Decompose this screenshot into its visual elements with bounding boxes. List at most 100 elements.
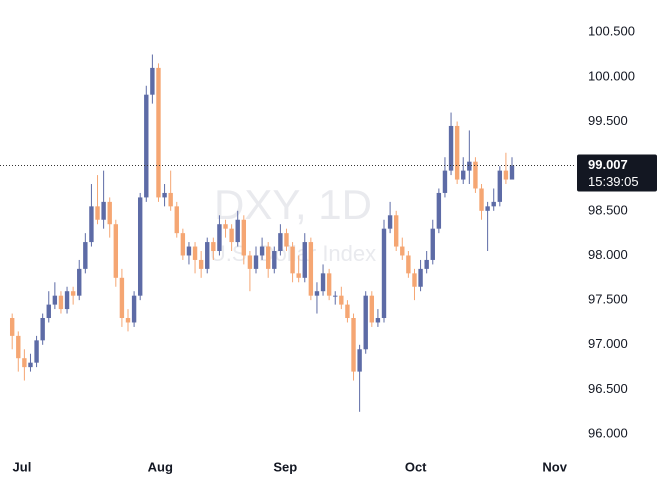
watermark-symbol: DXY, 1D (214, 181, 372, 228)
candle-body (503, 170, 509, 180)
candle-body (241, 219, 247, 256)
candle-body (235, 219, 240, 243)
candle-body (467, 161, 472, 171)
candle-body (339, 295, 344, 305)
y-tick-label: 100.500 (588, 24, 635, 39)
last-price-label: 99.007 (588, 157, 628, 172)
candle-body (150, 67, 155, 95)
candle-body (430, 228, 435, 260)
candle-body (326, 273, 332, 296)
candle-body (192, 246, 198, 260)
candle-body (247, 255, 253, 269)
y-tick-label: 96.500 (588, 381, 628, 396)
candle-body (406, 255, 411, 274)
x-tick-label: Aug (148, 459, 173, 474)
candle-body (137, 197, 143, 296)
candle-body (162, 192, 167, 198)
candle-body (314, 291, 320, 296)
y-tick-label: 100.000 (588, 68, 635, 83)
candle-body (70, 291, 76, 296)
candle-body (381, 228, 387, 319)
candle-body (174, 206, 179, 234)
countdown-label: 15:39:05 (588, 174, 639, 189)
candle-body (34, 340, 39, 363)
x-tick-label: Sep (273, 459, 297, 474)
candle-body (259, 246, 265, 256)
candle-body (400, 246, 405, 256)
candle-body (497, 170, 503, 202)
candle-body (22, 358, 27, 368)
x-tick-label: Jul (13, 459, 32, 474)
candle-body (454, 125, 460, 180)
candle-body (156, 67, 161, 198)
candle-body (333, 295, 338, 297)
candle-body (107, 201, 112, 225)
candle-body (278, 233, 283, 252)
candle-body (186, 246, 192, 256)
candle-body (83, 242, 88, 269)
y-tick-label: 98.000 (588, 247, 628, 262)
candle-body (284, 233, 289, 247)
candle-body (387, 215, 393, 229)
y-tick-label: 99.500 (588, 113, 628, 128)
candle-body (89, 206, 94, 243)
candle-body (101, 201, 106, 220)
candle-body (217, 224, 222, 252)
candle-body (345, 304, 350, 319)
candle-body (125, 318, 131, 323)
candle-body (180, 233, 186, 256)
candle-body (491, 201, 496, 207)
candle-body (16, 335, 21, 359)
candle-body (424, 259, 429, 269)
candle-body (418, 268, 423, 287)
candle-body (77, 268, 82, 296)
candle-body (479, 188, 484, 211)
candle-body (46, 304, 51, 319)
candle-body (351, 318, 356, 372)
y-tick-label: 98.500 (588, 202, 628, 217)
candle-body (375, 318, 381, 323)
candle-body (290, 246, 295, 274)
candle-body (119, 277, 125, 319)
candle-body (95, 206, 100, 220)
candle-body (58, 295, 64, 310)
candle-body (302, 242, 307, 278)
candle-body (369, 295, 375, 323)
candle-body (113, 224, 119, 278)
y-tick-label: 96.000 (588, 426, 628, 441)
candle-body (265, 246, 271, 269)
candle-body (363, 295, 368, 350)
candle-body (229, 228, 234, 243)
y-tick-label: 97.500 (588, 292, 628, 307)
candle-body (308, 242, 314, 296)
candle-body (412, 273, 417, 287)
candle-body (509, 165, 515, 180)
x-tick-label: Oct (405, 459, 427, 474)
candle-body (253, 255, 259, 269)
candle-body (296, 273, 301, 278)
candle-body (473, 161, 478, 189)
candle-body (52, 295, 58, 305)
candle-body (223, 224, 228, 229)
candle-body (485, 206, 490, 211)
candle-body (393, 215, 399, 247)
candle-body (168, 192, 173, 207)
candle-body (442, 170, 448, 193)
candle-body (448, 125, 454, 171)
candle-body (357, 349, 362, 372)
candle-body (144, 94, 149, 198)
candle-body (461, 170, 466, 180)
candle-body (28, 362, 33, 368)
candle-body (272, 251, 277, 269)
candle-body (205, 242, 210, 269)
candle-body (436, 192, 442, 229)
x-tick-label: Nov (542, 459, 567, 474)
last-price-box (577, 154, 657, 192)
candle-body (9, 318, 15, 336)
candle-body (198, 259, 204, 269)
y-tick-label: 97.000 (588, 336, 628, 351)
candle-body (131, 295, 137, 323)
